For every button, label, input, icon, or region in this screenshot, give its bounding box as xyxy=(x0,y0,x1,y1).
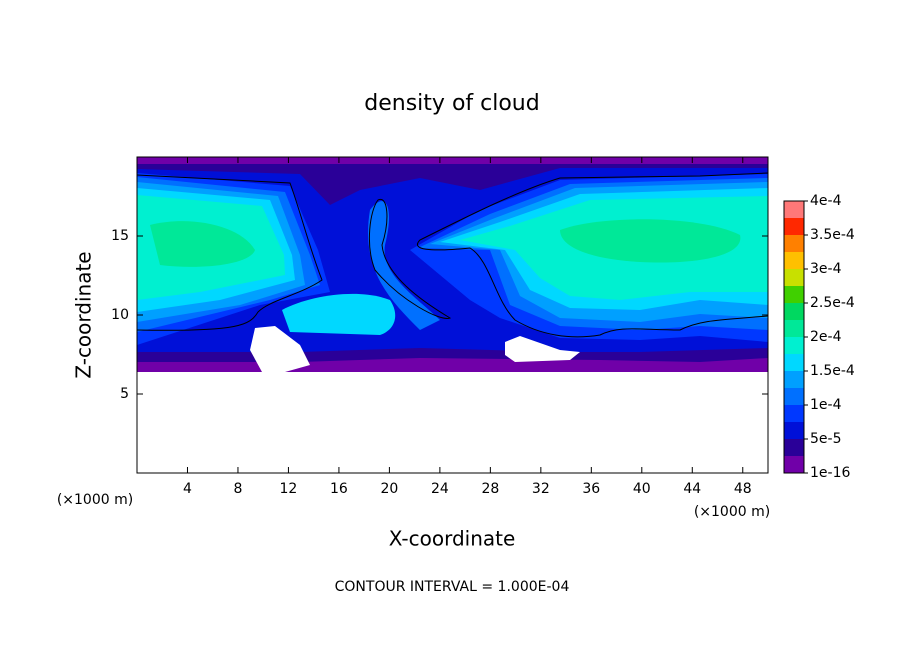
contour-line xyxy=(136,174,323,331)
x-unit: (×1000 m) xyxy=(694,504,770,520)
colorbar-box xyxy=(784,354,804,371)
x-tick-label: 8 xyxy=(233,481,242,497)
colorbar-tick-label: 3e-4 xyxy=(810,261,842,277)
hole xyxy=(137,372,768,380)
colorbar-box xyxy=(784,439,804,456)
contour-line xyxy=(417,172,769,338)
hole xyxy=(505,336,580,362)
contour-region xyxy=(368,201,440,330)
colorbar-box xyxy=(784,218,804,235)
colorbar-box xyxy=(784,286,804,303)
y-axis-label: Z-coordinate xyxy=(72,251,96,378)
colorbar-tick-label: 5e-5 xyxy=(810,431,841,447)
colorbar-box xyxy=(784,388,804,405)
x-tick-label: 40 xyxy=(633,481,651,497)
y-tick-label: 15 xyxy=(111,228,129,244)
x-tick-label: 44 xyxy=(683,481,701,497)
x-tick-label: 12 xyxy=(280,481,298,497)
y-tick-label: 5 xyxy=(120,386,129,402)
colorbar-box xyxy=(784,235,804,252)
colorbar-box xyxy=(784,405,804,422)
colorbar-box xyxy=(784,201,804,218)
colorbar-box xyxy=(784,252,804,269)
colorbar-tick-label: 3.5e-4 xyxy=(810,227,855,243)
x-axis-label: X-coordinate xyxy=(389,527,516,551)
colorbar-tick-label: 2e-4 xyxy=(810,329,842,345)
contour-region xyxy=(150,221,255,267)
colorbar-tick-label: 1e-4 xyxy=(810,397,842,413)
annotation: CONTOUR INTERVAL = 1.000E-04 xyxy=(335,579,570,595)
colorbar-tick-label: 4e-4 xyxy=(810,193,842,209)
colorbar-box xyxy=(784,456,804,473)
contour-field xyxy=(136,157,769,380)
y-tick-label: 10 xyxy=(111,307,129,323)
hole xyxy=(250,326,310,372)
x-tick-label: 4 xyxy=(183,481,192,497)
colorbar-box xyxy=(784,337,804,354)
x-tick-label: 48 xyxy=(734,481,752,497)
contour-region xyxy=(282,293,396,335)
x-tick-label: 28 xyxy=(481,481,499,497)
chart-title: density of cloud xyxy=(364,91,539,116)
contour-line xyxy=(369,198,452,319)
colorbar-tick-label: 1.5e-4 xyxy=(810,363,855,379)
x-tick-label: 24 xyxy=(431,481,449,497)
colorbar-tick-label: 1e-16 xyxy=(810,465,850,481)
colorbar-box xyxy=(784,371,804,388)
x-tick-label: 36 xyxy=(582,481,600,497)
x-tick-label: 32 xyxy=(532,481,550,497)
x-unit: (×1000 m) xyxy=(57,492,133,508)
contour-region xyxy=(560,219,741,263)
x-tick-label: 20 xyxy=(380,481,398,497)
colorbar-box xyxy=(784,269,804,286)
colorbar-box xyxy=(784,422,804,439)
colorbar-box xyxy=(784,303,804,320)
colorbar-tick-label: 2.5e-4 xyxy=(810,295,855,311)
x-tick-label: 16 xyxy=(330,481,348,497)
colorbar-box xyxy=(784,320,804,337)
